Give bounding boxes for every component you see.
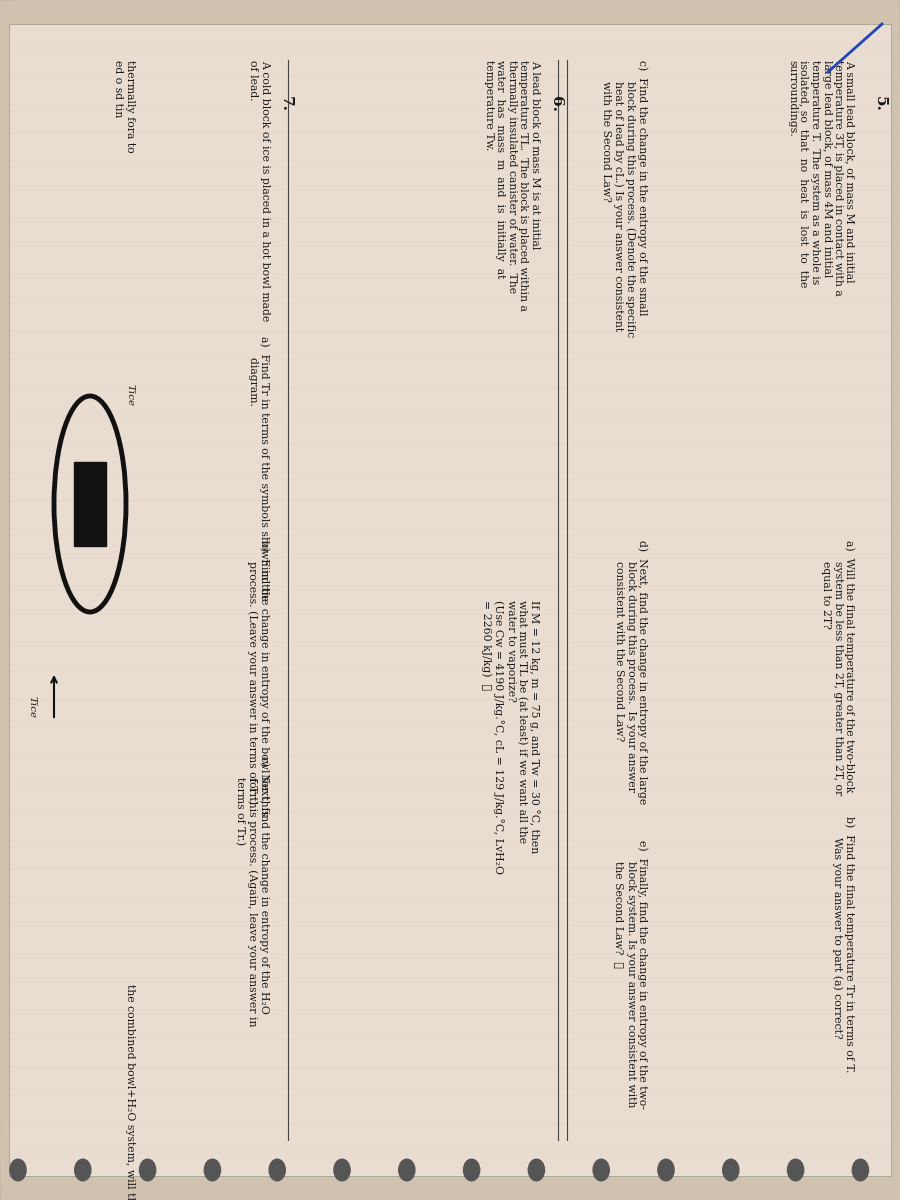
Text: If M = 12 kg, m = 75 g, and Tw = 30 °C, then
what must TL be (at least) if we wa: If M = 12 kg, m = 75 g, and Tw = 30 °C, … <box>481 600 540 874</box>
Text: 5.: 5. <box>873 96 887 112</box>
Circle shape <box>75 1159 91 1181</box>
Circle shape <box>723 1159 739 1181</box>
Text: a)  Find Tr in terms of the symbols shown in the
      diagram.: a) Find Tr in terms of the symbols shown… <box>248 336 270 601</box>
Circle shape <box>204 1159 220 1181</box>
Bar <box>74 462 106 546</box>
Text: A lead block of mass M is at initial
temperature TL.  The block is placed within: A lead block of mass M is at initial tem… <box>483 60 540 311</box>
Circle shape <box>10 1159 26 1181</box>
Text: A cold block of ice is placed in a hot bowl made
of lead.: A cold block of ice is placed in a hot b… <box>248 60 270 322</box>
Circle shape <box>464 1159 480 1181</box>
Text: Tice: Tice <box>27 696 36 718</box>
Circle shape <box>593 1159 609 1181</box>
Text: b)  Find the final temperature Tr in terms of T.
      Was your answer to part (: b) Find the final temperature Tr in term… <box>832 816 855 1073</box>
Text: e)  Finally, find the change in entropy of the two-
      block system. Is your : e) Finally, find the change in entropy o… <box>614 840 648 1109</box>
Text: c)  Next, find the change in entropy of the H₂O
      for this process. (Again, : c) Next, find the change in entropy of t… <box>235 756 270 1026</box>
Circle shape <box>334 1159 350 1181</box>
Text: d)  Next, find the change in entropy of the large
      block during this proces: d) Next, find the change in entropy of t… <box>614 540 648 804</box>
Text: a)  Will the final temperature of the two-block
      system be less than 2T, gr: a) Will the final temperature of the two… <box>821 540 855 796</box>
Circle shape <box>399 1159 415 1181</box>
Text: Tice: Tice <box>126 384 135 406</box>
Text: the combined bowl+H₂O system, will the: the combined bowl+H₂O system, will the <box>125 984 135 1200</box>
Circle shape <box>140 1159 156 1181</box>
Text: c)  Find the change in the entropy of the small
      block during this process.: c) Find the change in the entropy of the… <box>601 60 648 337</box>
Circle shape <box>269 1159 285 1181</box>
Circle shape <box>788 1159 804 1181</box>
Circle shape <box>528 1159 544 1181</box>
Text: 6.: 6. <box>549 96 563 112</box>
Circle shape <box>852 1159 868 1181</box>
Text: b)  Find the change in entropy of the bowl for this
      process. (Leave your a: b) Find the change in entropy of the bow… <box>248 540 270 816</box>
Circle shape <box>658 1159 674 1181</box>
Text: A small lead block, of mass M and initial
temperature 3T, is placed in contact w: A small lead block, of mass M and initia… <box>787 60 855 295</box>
Text: thermally fora to
ed o sd tin: thermally fora to ed o sd tin <box>113 60 135 152</box>
Text: 7.: 7. <box>279 96 293 112</box>
